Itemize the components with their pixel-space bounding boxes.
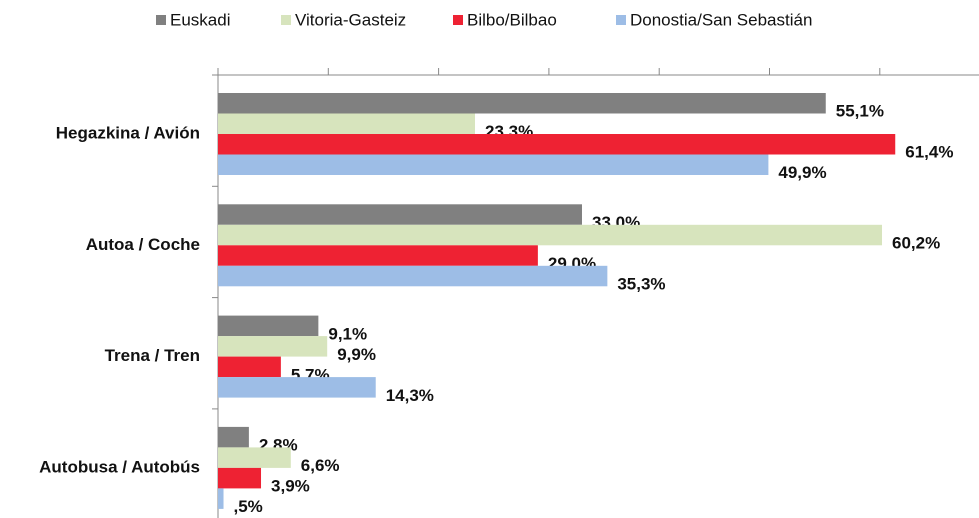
bar [218,134,896,155]
value-label: 3,9% [271,477,310,496]
legend-swatch [616,15,626,25]
bar [218,377,376,398]
bar [218,426,249,448]
y-tick-label: Hegazkina / Avión [56,123,200,142]
legend-swatch [281,15,291,25]
y-tick-label: Autoa / Coche [86,235,200,254]
y-tick-label: Autobusa / Autobús [39,457,200,476]
bar [218,336,328,357]
bar [218,224,883,246]
value-label: 9,1% [328,324,367,343]
value-label: 60,2% [892,234,940,253]
bar [218,488,224,509]
legend-label: Vitoria-Gasteiz [295,10,406,29]
bar [218,245,538,266]
bar [218,447,291,468]
bar [218,154,769,175]
bar [218,113,475,134]
legend-label: Bilbo/Bilbao [467,10,557,29]
bar [218,467,262,489]
legend-label: Euskadi [170,10,230,29]
y-tick-label: Trena / Tren [105,346,200,365]
bar [218,93,826,114]
bar [218,265,608,287]
bar [218,356,281,378]
bar [218,204,582,225]
value-label: 49,9% [778,163,826,182]
value-label: 9,9% [337,345,376,364]
bar [218,315,319,337]
value-label: ,5% [234,497,263,516]
legend-swatch [453,15,463,25]
value-label: 14,3% [386,386,434,405]
value-label: 35,3% [617,275,665,294]
value-label: 6,6% [301,456,340,475]
legend-swatch [156,15,166,25]
value-label: 55,1% [836,102,884,121]
legend-label: Donostia/San Sebastián [630,10,812,29]
value-label: 61,4% [905,143,953,162]
